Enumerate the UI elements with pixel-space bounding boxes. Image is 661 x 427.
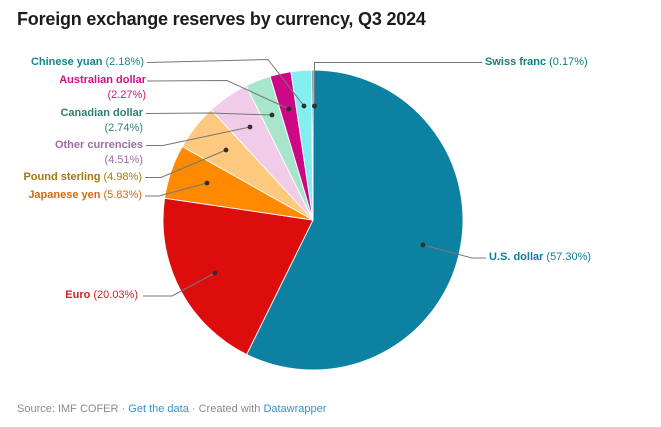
label-canadian-dollar: Canadian dollar (2.74%) <box>60 106 143 135</box>
chart-title: Foreign exchange reserves by currency, Q… <box>17 9 426 29</box>
label-name: Euro <box>65 289 91 301</box>
pie-slices-group <box>162 69 464 371</box>
label-name: Pound sterling <box>23 171 101 183</box>
leader-line-japanese-yen <box>145 182 208 197</box>
footer: Source: IMF COFER · Get the data · Creat… <box>17 403 326 415</box>
leader-dot-swiss-franc <box>312 103 317 109</box>
leader-dot-pound-sterling <box>223 147 229 153</box>
label-pct: (2.18%) <box>105 56 144 68</box>
leader-dot-us-dollar <box>420 242 426 248</box>
label-name: Swiss franc <box>485 56 547 68</box>
label-pct: (5.83%) <box>103 189 142 201</box>
leader-dot-japanese-yen <box>204 180 210 186</box>
label-swiss-franc: Swiss franc (0.17%) <box>485 56 588 69</box>
leader-dot-other-currencies <box>247 124 253 130</box>
get-the-data-link[interactable]: Get the data <box>128 403 189 415</box>
pie-slice-euro[interactable] <box>162 197 314 356</box>
datawrapper-link[interactable]: Datawrapper <box>263 403 327 415</box>
label-pct: (20.03%) <box>93 289 138 301</box>
label-name: Canadian dollar <box>60 107 143 119</box>
pie-slice-swiss-franc[interactable] <box>310 69 314 221</box>
label-pct: (4.98%) <box>103 171 142 183</box>
label-australian-dollar: Australian dollar (2.27%) <box>59 73 146 102</box>
leader-lines-group <box>143 58 486 297</box>
separator-dot: · <box>121 403 126 415</box>
leader-line-pound-sterling <box>145 149 227 178</box>
leader-line-australian-dollar <box>146 79 290 110</box>
leader-line-swiss-franc <box>314 62 482 106</box>
leader-dot-chinese-yuan <box>301 103 307 109</box>
leader-line-other-currencies <box>146 126 251 146</box>
leader-dot-australian-dollar <box>286 106 292 112</box>
label-name: Australian dollar <box>59 74 146 86</box>
leader-dot-canadian-dollar <box>269 112 275 118</box>
leader-line-euro <box>143 272 216 297</box>
label-name: Other currencies <box>54 139 143 151</box>
created-with-text: Created with <box>198 403 261 415</box>
label-name: Japanese yen <box>28 189 101 201</box>
label-pct: (57.30%) <box>546 251 592 263</box>
leader-line-us-dollar <box>422 244 486 259</box>
leader-line-chinese-yuan <box>146 58 305 107</box>
label-pct: (0.17%) <box>549 56 588 68</box>
label-euro: Euro (20.03%) <box>65 289 138 302</box>
source-text: Source: IMF COFER <box>17 403 119 415</box>
label-pct: (4.51%) <box>104 153 143 166</box>
label-japanese-yen: Japanese yen (5.83%) <box>28 189 142 202</box>
label-name: U.S. dollar <box>489 251 544 263</box>
label-pound-sterling: Pound sterling (4.98%) <box>23 171 142 184</box>
label-other-currencies: Other currencies (4.51%) <box>55 138 143 167</box>
label-pct: (2.74%) <box>104 121 143 134</box>
leader-line-canadian-dollar <box>145 112 273 116</box>
label-pct: (2.27%) <box>107 88 146 101</box>
separator-dot: · <box>191 403 196 415</box>
label-name: Chinese yuan <box>30 56 103 68</box>
label-chinese-yuan: Chinese yuan (2.18%) <box>31 56 144 69</box>
leader-dot-euro <box>212 270 218 276</box>
label-us-dollar: U.S. dollar (57.30%) <box>489 251 591 264</box>
